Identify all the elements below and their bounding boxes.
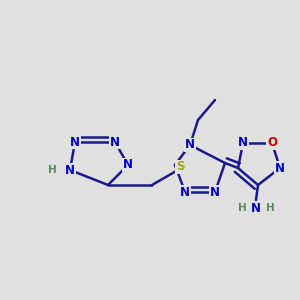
Text: N: N xyxy=(238,136,248,149)
Text: N: N xyxy=(110,136,120,148)
Text: N: N xyxy=(210,185,220,199)
Text: N: N xyxy=(123,158,133,172)
Text: H: H xyxy=(266,203,274,213)
Text: N: N xyxy=(185,139,195,152)
Text: H: H xyxy=(48,165,56,175)
Text: N: N xyxy=(70,136,80,148)
Text: H: H xyxy=(238,203,246,213)
Text: N: N xyxy=(275,161,285,175)
Text: O: O xyxy=(267,136,277,149)
Text: N: N xyxy=(65,164,75,176)
Text: S: S xyxy=(176,160,184,173)
Text: N: N xyxy=(180,185,190,199)
Text: N: N xyxy=(251,202,261,214)
